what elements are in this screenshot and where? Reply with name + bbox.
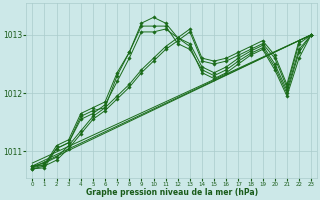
X-axis label: Graphe pression niveau de la mer (hPa): Graphe pression niveau de la mer (hPa) [86, 188, 258, 197]
